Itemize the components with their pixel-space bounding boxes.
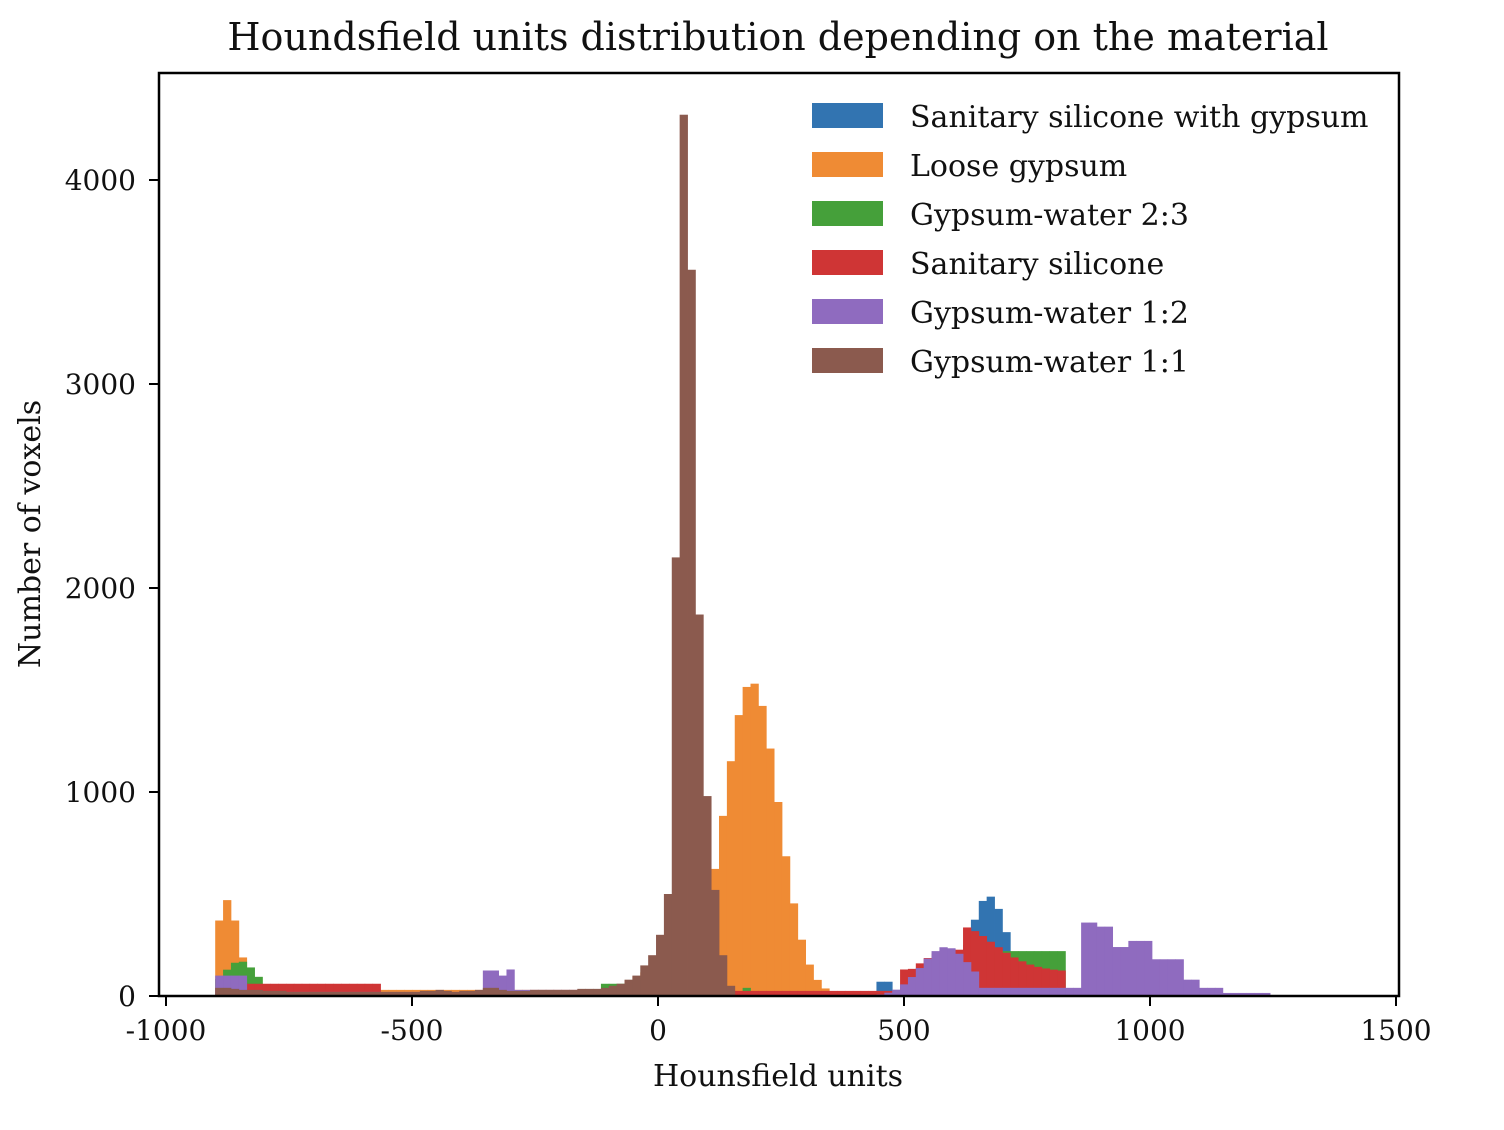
x-tick-label: -1000: [126, 1014, 207, 1047]
legend-swatch: [812, 348, 883, 373]
histogram-bar: [947, 948, 955, 996]
histogram-bar: [758, 706, 766, 996]
histogram-bar: [672, 557, 680, 996]
histogram-bar: [625, 980, 633, 996]
x-axis: -1000 -500 0 500 1000 1500: [126, 996, 1432, 1047]
y-tick-label: 4000: [65, 164, 136, 197]
x-axis-label: Hounsfield units: [653, 1059, 903, 1094]
histogram-bar: [750, 684, 758, 996]
x-tick-label: 0: [649, 1014, 667, 1047]
histogram-bar: [617, 984, 625, 996]
histogram-bar: [955, 954, 963, 996]
legend-label: Loose gypsum: [910, 149, 1127, 184]
histogram-bar: [1081, 923, 1089, 996]
histogram-bar: [1097, 927, 1105, 996]
series-loose-gypsum: [215, 684, 845, 996]
histogram-bar: [971, 972, 979, 996]
legend-label: Gypsum-water 1:2: [910, 296, 1189, 331]
histogram-bar: [719, 955, 727, 996]
histogram-bar: [664, 894, 672, 996]
histogram-bar: [766, 749, 774, 996]
series-gypsum-water-1-1: [215, 115, 735, 996]
legend-label: Gypsum-water 1:1: [910, 345, 1189, 380]
x-tick-label: 500: [877, 1014, 930, 1047]
histogram-bar: [1176, 959, 1184, 996]
histogram-bar: [900, 984, 908, 996]
histogram-bar: [609, 986, 617, 996]
histogram-bar: [1152, 959, 1160, 996]
histogram-bar: [632, 976, 640, 996]
histogram-bar: [782, 856, 790, 996]
legend-swatch: [812, 250, 883, 275]
x-tick-label: 1500: [1360, 1014, 1431, 1047]
histogram-bar: [1089, 923, 1097, 996]
legend-swatch: [812, 201, 883, 226]
histogram-bar: [932, 951, 940, 996]
legend-label: Gypsum-water 2:3: [910, 198, 1189, 233]
y-axis: 0 1000 2000 3000 4000: [65, 164, 159, 1013]
histogram-bar: [798, 940, 806, 996]
x-tick-label: -500: [381, 1014, 444, 1047]
histogram-bar: [979, 936, 987, 996]
y-tick-label: 0: [118, 980, 136, 1013]
chart-title: Houndsfield units distribution depending…: [227, 15, 1328, 59]
histogram-bar: [743, 687, 751, 996]
legend-label: Sanitary silicone: [910, 247, 1164, 282]
x-tick-label: 1000: [1114, 1014, 1185, 1047]
legend-label: Sanitary silicone with gypsum: [910, 100, 1368, 135]
legend-swatch: [812, 103, 883, 128]
y-tick-label: 2000: [65, 572, 136, 605]
histogram-bar: [648, 955, 656, 996]
histogram-bar: [1183, 980, 1191, 996]
histogram-bar: [1191, 980, 1199, 996]
legend: Sanitary silicone with gypsum Loose gypsu…: [812, 100, 1368, 380]
histogram-bar: [916, 968, 924, 996]
histogram-bar: [1136, 941, 1144, 996]
histogram-bar: [1128, 941, 1136, 996]
y-axis-label: Number of voxels: [13, 400, 48, 668]
histogram-bar: [703, 796, 711, 996]
histogram-bar: [727, 761, 735, 996]
histogram-bar: [1168, 959, 1176, 996]
y-tick-label: 1000: [65, 776, 136, 809]
histogram-bar: [790, 903, 798, 996]
legend-swatch: [812, 152, 883, 177]
histogram-bar: [1160, 959, 1168, 996]
histogram-bar: [1105, 927, 1113, 996]
histogram-bar: [774, 802, 782, 996]
y-tick-label: 3000: [65, 368, 136, 401]
histogram-bar: [680, 115, 688, 996]
histogram-bar: [1144, 941, 1152, 996]
histogram-bar: [963, 962, 971, 996]
histogram-bar: [908, 977, 916, 996]
histogram-bar: [1120, 947, 1128, 996]
histogram-bar: [939, 947, 947, 996]
histogram-bar: [1113, 947, 1121, 996]
histogram-bar: [695, 615, 703, 996]
histogram-bar: [640, 965, 648, 996]
histogram-bar: [656, 935, 664, 996]
legend-swatch: [812, 299, 883, 324]
histogram-bar: [924, 959, 932, 996]
histogram-bar: [735, 715, 743, 996]
histogram-bar: [711, 890, 719, 996]
histogram-bar: [688, 270, 696, 996]
histogram-bar: [727, 986, 735, 996]
